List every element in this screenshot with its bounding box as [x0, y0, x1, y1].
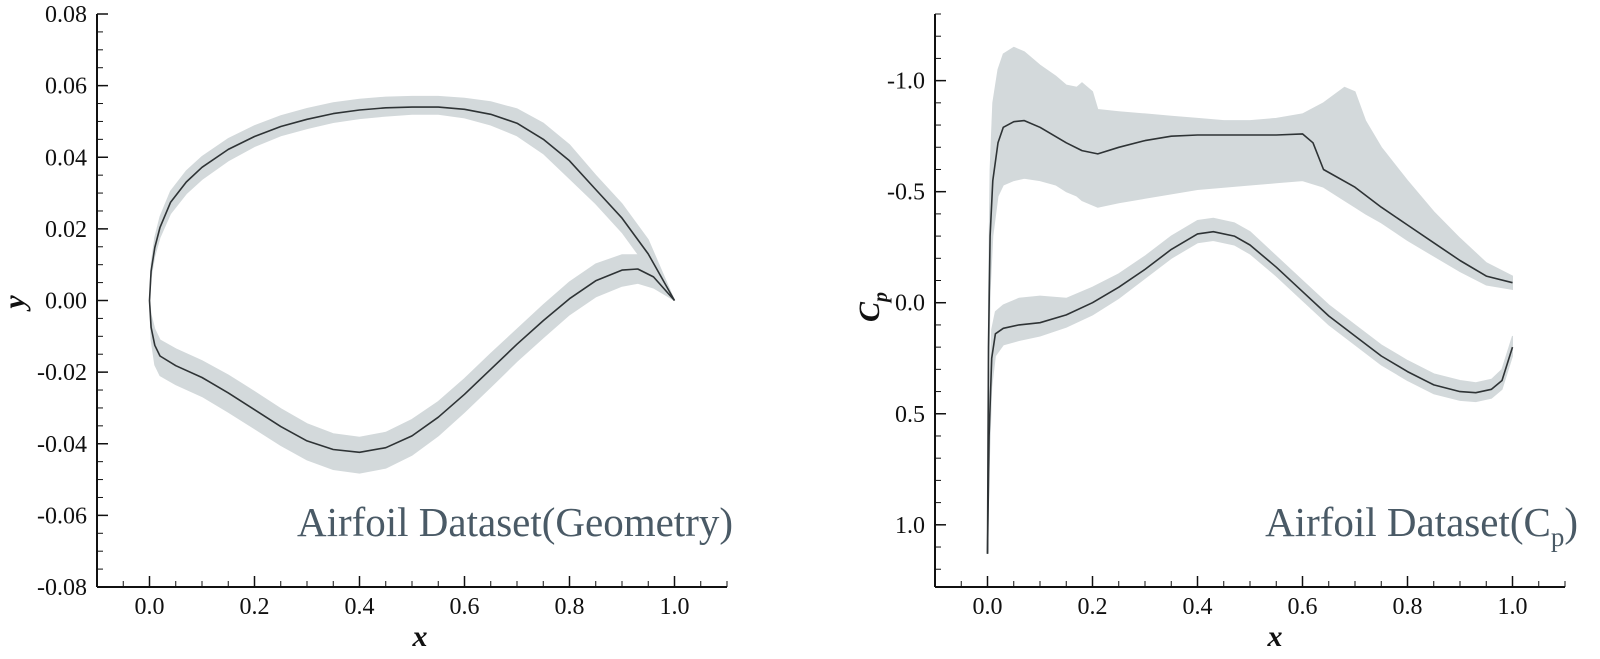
cp-y-tick-label: 1.0 [895, 513, 925, 539]
cp-axes-layer: 0.0 0.2 0.4 0.6 0.8 1.0 -1.0 -0.5 0.0 0.5 1.0 [887, 13, 1566, 620]
cp-x-tick-label: 0.2 [1078, 594, 1108, 620]
geometry-y-tick-label: 0.04 [45, 145, 87, 171]
geometry-band-lower-surface [149, 254, 675, 474]
cp-annotation-main: Airfoil Dataset(C [1265, 499, 1551, 545]
cp-y-tick-label: 0.0 [895, 291, 925, 317]
geometry-x-tick-label: 0.6 [450, 594, 480, 620]
geometry-y-tick-label: -0.06 [37, 503, 87, 529]
geometry-y-tick-label: -0.04 [37, 432, 87, 458]
cp-band-lower-surface [987, 217, 1513, 554]
cp-annotation-sub: p [1551, 522, 1565, 552]
geometry-y-tick-label: 0.02 [45, 217, 87, 243]
geometry-y-tick-label: 0.06 [45, 74, 87, 100]
geometry-y-tick-label: -0.02 [37, 360, 87, 386]
geometry-x-axis-label: x [412, 620, 428, 653]
cp-series-line-upper [986, 119, 1513, 554]
cp-series-line-lower [986, 230, 1514, 554]
svg-text:Cp: Cp [853, 292, 892, 322]
cp-y-tick-label: -0.5 [887, 180, 925, 206]
geometry-x-tick-label: 1.0 [660, 594, 690, 620]
cp-x-tick-label: 1.0 [1498, 594, 1528, 620]
geometry-y-axis-label: y [0, 295, 31, 312]
cp-x-tick-label: 0.4 [1183, 594, 1213, 620]
geometry-x-tick-label: 0.4 [345, 594, 375, 620]
geometry-series-line-upper [148, 106, 676, 301]
geometry-dataset-annotation: Airfoil Dataset(Geometry) [297, 499, 733, 545]
cp-x-tick-label: 0.6 [1288, 594, 1318, 620]
geometry-axes-layer: 0.0 0.2 0.4 0.6 0.8 1.0 0.08 0.06 0.04 0.02 0.00 -0… [37, 2, 728, 620]
cp-band-layer [987, 46, 1513, 554]
geometry-series-layer [148, 106, 676, 454]
cp-series-layer [986, 119, 1514, 554]
cp-y-tick-label: -1.0 [887, 69, 925, 95]
geometry-y-tick-label: 0.00 [45, 289, 87, 315]
geometry-x-tick-label: 0.8 [555, 594, 585, 620]
geometry-x-tick-label: 0.0 [135, 594, 165, 620]
cp-annotation-end: ) [1564, 499, 1578, 545]
cp-y-axis-label-sub: p [870, 292, 892, 304]
cp-dataset-annotation: Airfoil Dataset(Cp) [1265, 499, 1578, 552]
cp-x-tick-label: 0.8 [1393, 594, 1423, 620]
geometry-series-line-lower [148, 268, 676, 454]
cp-y-axis-label-main: C [853, 301, 886, 322]
cp-x-tick-label: 0.0 [973, 594, 1003, 620]
cp-band-upper-surface [987, 46, 1513, 554]
geometry-chart: 0.0 0.2 0.4 0.6 0.8 1.0 0.08 0.06 0.04 0.02 0.00 -0… [0, 2, 733, 653]
geometry-x-tick-label: 0.2 [240, 594, 270, 620]
cp-chart: 0.0 0.2 0.4 0.6 0.8 1.0 -1.0 -0.5 0.0 0.5 1.0 x Cp… [853, 13, 1578, 653]
cp-x-axis-label: x [1267, 620, 1283, 653]
cp-y-tick-label: 0.5 [895, 402, 925, 428]
geometry-y-tick-label: -0.08 [37, 575, 87, 601]
geometry-band-layer [149, 95, 675, 474]
cp-y-axis-label: Cp [853, 292, 892, 322]
geometry-y-tick-label: 0.08 [45, 2, 87, 28]
